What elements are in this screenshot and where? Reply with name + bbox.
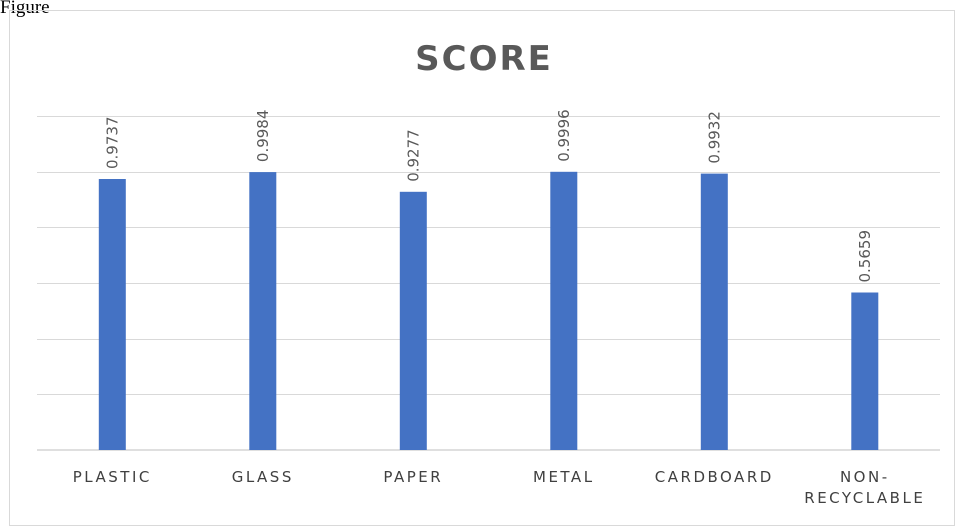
bar-non-recyclable bbox=[851, 292, 879, 450]
category-label-line: GLASS bbox=[232, 468, 294, 486]
category-label: CARDBOARD bbox=[655, 468, 774, 486]
data-label: 0.9984 bbox=[254, 110, 272, 163]
category-label-line: PAPER bbox=[383, 468, 443, 486]
category-label-line: CARDBOARD bbox=[655, 468, 774, 486]
bar-glass bbox=[249, 172, 277, 450]
bar-paper bbox=[399, 191, 427, 451]
data-label: 0.9932 bbox=[705, 111, 723, 164]
figure-caption: Figure bbox=[0, 0, 50, 18]
bar-plastic bbox=[98, 179, 126, 450]
category-label: GLASS bbox=[232, 468, 294, 486]
chart-title: SCORE bbox=[415, 39, 553, 79]
data-labels: 0.9737 0.9984 0.9277 0.9996 0.9932 0.5659 bbox=[103, 109, 874, 283]
bar-metal bbox=[550, 171, 578, 451]
data-label: 0.9737 bbox=[103, 117, 121, 170]
category-label: PLASTIC bbox=[73, 468, 152, 486]
bar-cardboard bbox=[700, 173, 728, 450]
data-label: 0.5659 bbox=[856, 230, 874, 283]
category-label-line: RECYCLABLE bbox=[804, 489, 925, 507]
category-label-line: PLASTIC bbox=[73, 468, 152, 486]
category-label-line: NON- bbox=[840, 468, 890, 486]
category-label: NON- RECYCLABLE bbox=[804, 468, 925, 507]
data-label: 0.9996 bbox=[555, 109, 573, 162]
category-labels: PLASTIC GLASS PAPER METAL CARDBOARD NON- RECYC… bbox=[73, 468, 925, 507]
bars bbox=[98, 171, 879, 451]
data-label: 0.9277 bbox=[404, 129, 422, 182]
category-label: METAL bbox=[533, 468, 595, 486]
category-label: PAPER bbox=[383, 468, 443, 486]
gridlines bbox=[37, 116, 940, 395]
chart-frame bbox=[9, 10, 955, 526]
category-label-line: METAL bbox=[533, 468, 595, 486]
